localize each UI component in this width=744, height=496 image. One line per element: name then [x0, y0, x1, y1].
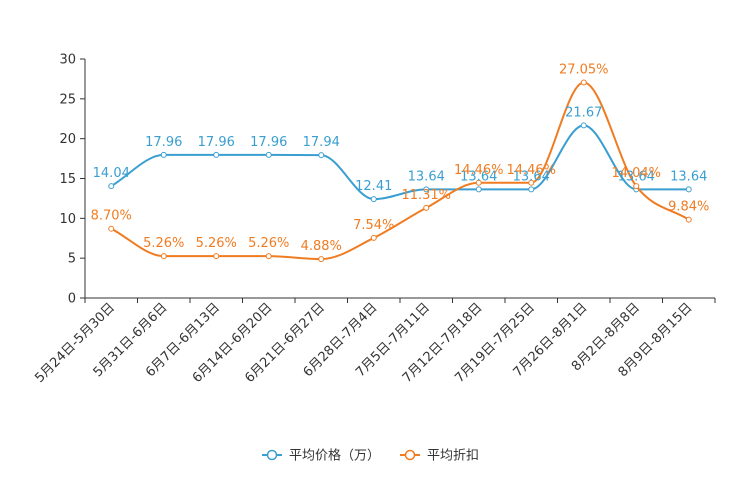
data-label: 9.84%	[668, 200, 709, 215]
data-label: 14.46%	[454, 163, 504, 178]
data-label: 17.96	[145, 135, 182, 150]
y-tick-label: 5	[68, 252, 76, 267]
data-point[interactable]	[108, 183, 115, 190]
legend-item-2[interactable]: 平均折扣	[400, 449, 479, 464]
legend-circle-icon	[404, 449, 416, 461]
legend-item-1[interactable]: 平均价格（万）	[262, 448, 380, 464]
data-label: 14.04	[93, 166, 130, 181]
data-point[interactable]	[423, 186, 430, 193]
y-tick-label: 20	[59, 132, 76, 147]
data-label: 8.70%	[91, 209, 132, 224]
data-label: 12.41	[355, 179, 392, 194]
data-label: 4.88%	[301, 239, 342, 254]
data-point[interactable]	[370, 234, 377, 241]
data-point[interactable]	[580, 79, 587, 86]
data-label: 17.96	[250, 135, 287, 150]
legend[interactable]: 平均价格（万） 平均折扣	[262, 448, 479, 464]
data-point[interactable]	[685, 216, 692, 223]
data-point[interactable]	[528, 186, 535, 193]
legend-label: 平均价格（万）	[289, 448, 380, 464]
series-layer	[108, 79, 692, 263]
data-label: 14.46%	[506, 163, 556, 178]
y-tick-label: 0	[68, 292, 76, 307]
data-point[interactable]	[213, 253, 220, 260]
data-point[interactable]	[265, 253, 272, 260]
data-label: 17.94	[303, 135, 340, 150]
y-tick-label: 25	[59, 92, 76, 107]
data-point[interactable]	[528, 179, 535, 186]
data-label: 21.67	[565, 105, 602, 120]
data-point[interactable]	[108, 225, 115, 232]
data-point[interactable]	[475, 186, 482, 193]
data-point[interactable]	[318, 152, 325, 159]
legend-circle-icon	[266, 449, 278, 461]
data-point[interactable]	[160, 151, 167, 158]
data-label: 5.26%	[196, 236, 237, 251]
data-label: 13.64	[460, 169, 497, 184]
data-label: 5.26%	[143, 236, 184, 251]
data-labels: 14.04 17.96 17.96 17.96 17.94 12.41 13.64 13.64…	[91, 63, 710, 255]
y-tick-label: 30	[59, 53, 76, 68]
data-label: 11.31%	[401, 188, 451, 203]
data-point[interactable]	[160, 253, 167, 260]
data-point[interactable]	[475, 179, 482, 186]
data-point[interactable]	[318, 256, 325, 263]
data-point[interactable]	[423, 204, 430, 211]
data-point[interactable]	[213, 151, 220, 158]
data-label: 13.64	[670, 169, 707, 184]
data-label: 17.96	[198, 135, 235, 150]
y-tick-label: 10	[59, 212, 76, 227]
legend-label: 平均折扣	[427, 449, 479, 464]
data-point[interactable]	[580, 122, 587, 129]
data-label: 7.54%	[353, 218, 394, 233]
data-label: 14.04%	[611, 166, 661, 181]
data-label: 13.64	[408, 169, 445, 184]
data-label: 5.26%	[248, 236, 289, 251]
data-label: 27.05%	[559, 63, 609, 78]
data-point[interactable]	[265, 151, 272, 158]
y-tick-label: 15	[59, 172, 76, 187]
data-point[interactable]	[370, 196, 377, 203]
data-point[interactable]	[633, 183, 640, 190]
data-label: 13.64	[618, 169, 655, 184]
data-label: 13.64	[513, 169, 550, 184]
data-point[interactable]	[685, 186, 692, 193]
